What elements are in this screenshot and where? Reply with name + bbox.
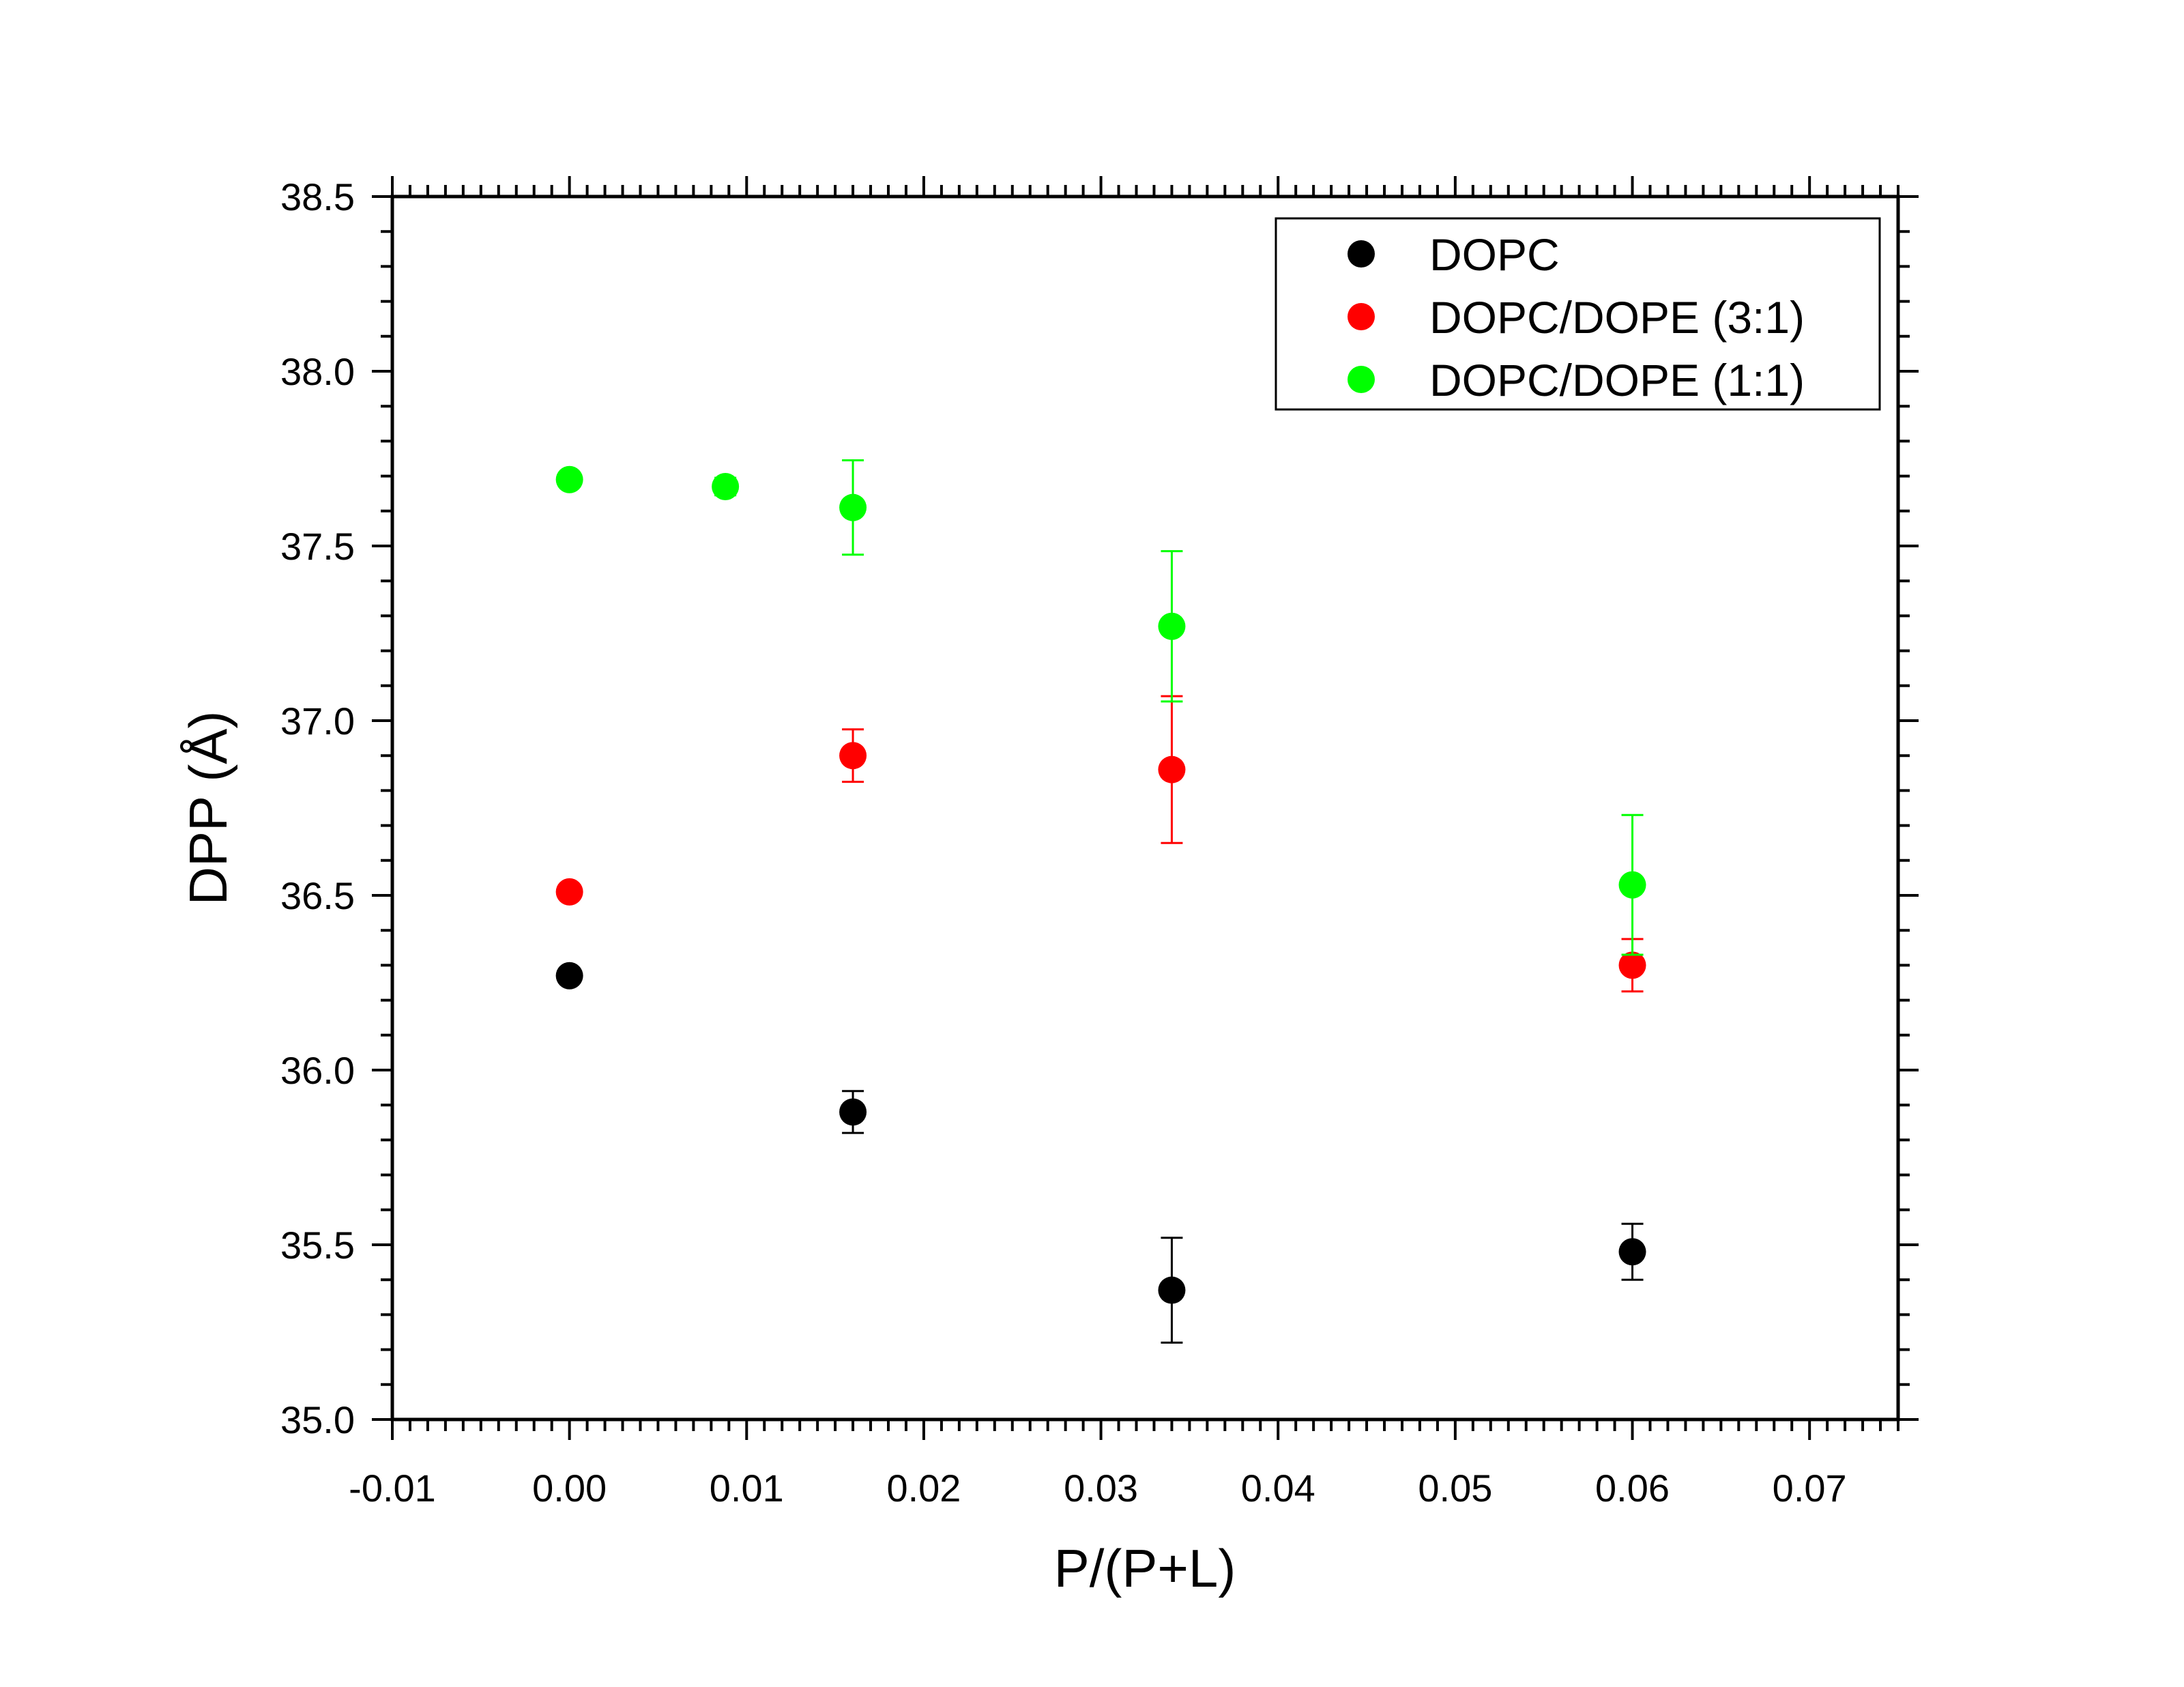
data-point bbox=[839, 1098, 867, 1126]
y-tick-label: 35.5 bbox=[280, 1224, 355, 1267]
data-point bbox=[839, 742, 867, 770]
x-tick-label: 0.05 bbox=[1418, 1467, 1492, 1510]
legend: DOPC DOPC/DOPE (3:1) DOPC/DOPE (1:1) bbox=[1275, 217, 1881, 411]
y-tick-label: 35.0 bbox=[280, 1398, 355, 1441]
x-axis-ticks: -0.01 0.00 0.01 0.02 0.03 0.04 0.05 0.06 0.07 bbox=[349, 176, 1899, 1510]
y-tick-label: 36.0 bbox=[280, 1049, 355, 1092]
y-tick-label: 36.5 bbox=[280, 874, 355, 917]
legend-marker bbox=[1348, 303, 1375, 330]
legend-marker bbox=[1348, 366, 1375, 393]
data-point bbox=[1158, 1276, 1186, 1304]
x-tick-label: -0.01 bbox=[349, 1467, 436, 1510]
data-point bbox=[1618, 1238, 1646, 1266]
x-tick-label: 0.06 bbox=[1595, 1467, 1670, 1510]
x-tick-label: 0.07 bbox=[1773, 1467, 1847, 1510]
y-tick-label: 37.5 bbox=[280, 525, 355, 568]
data-point bbox=[1158, 612, 1186, 640]
data-point bbox=[555, 465, 583, 493]
legend-label: DOPC/DOPE (1:1) bbox=[1429, 355, 1805, 405]
data-point bbox=[1618, 951, 1646, 979]
legend-marker bbox=[1348, 240, 1375, 268]
legend-label: DOPC bbox=[1429, 229, 1560, 280]
x-tick-label: 0.00 bbox=[532, 1467, 607, 1510]
legend-box bbox=[1275, 217, 1881, 411]
y-tick-label: 37.0 bbox=[280, 700, 355, 742]
legend-label: DOPC/DOPE (3:1) bbox=[1429, 292, 1805, 343]
x-tick-label: 0.04 bbox=[1241, 1467, 1315, 1510]
x-axis-label: P/(P+L) bbox=[1054, 1538, 1236, 1598]
data-point bbox=[555, 878, 583, 906]
plot-area-frame bbox=[390, 194, 1900, 1422]
x-tick-label: 0.03 bbox=[1064, 1467, 1138, 1510]
series-1 bbox=[555, 695, 1646, 993]
y-tick-label: 38.5 bbox=[280, 175, 355, 218]
data-point bbox=[839, 493, 867, 521]
data-point bbox=[712, 472, 740, 500]
data-point bbox=[555, 962, 583, 990]
series-2 bbox=[555, 459, 1646, 956]
x-tick-label: 0.01 bbox=[710, 1467, 784, 1510]
y-axis-ticks: 35.0 35.5 36.0 36.5 37.0 37.5 38.0 38.5 bbox=[280, 175, 1919, 1441]
y-tick-label: 38.0 bbox=[280, 350, 355, 393]
y-axis-label: DPP (Å) bbox=[178, 711, 238, 906]
data-point bbox=[1158, 755, 1186, 783]
series-layer bbox=[555, 459, 1646, 1344]
series-0 bbox=[555, 962, 1646, 1344]
x-tick-label: 0.02 bbox=[886, 1467, 961, 1510]
data-point bbox=[1618, 871, 1646, 899]
